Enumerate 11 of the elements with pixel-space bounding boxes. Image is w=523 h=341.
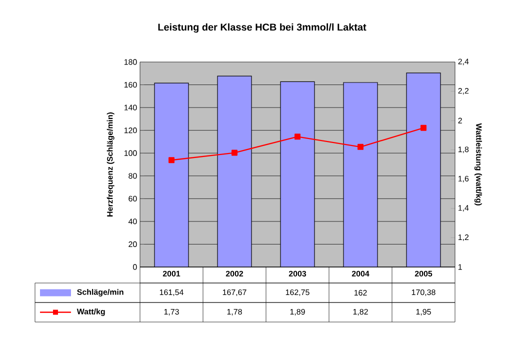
chart-title: Leistung der Klasse HCB bei 3mmol/l Laktat	[158, 23, 366, 33]
point	[294, 134, 300, 140]
bar	[343, 82, 378, 267]
point	[420, 124, 426, 131]
bar	[406, 72, 441, 267]
bar	[280, 81, 315, 267]
bar	[217, 76, 252, 267]
bar	[154, 82, 189, 267]
point	[232, 150, 238, 156]
point	[168, 157, 174, 164]
point	[358, 144, 364, 150]
